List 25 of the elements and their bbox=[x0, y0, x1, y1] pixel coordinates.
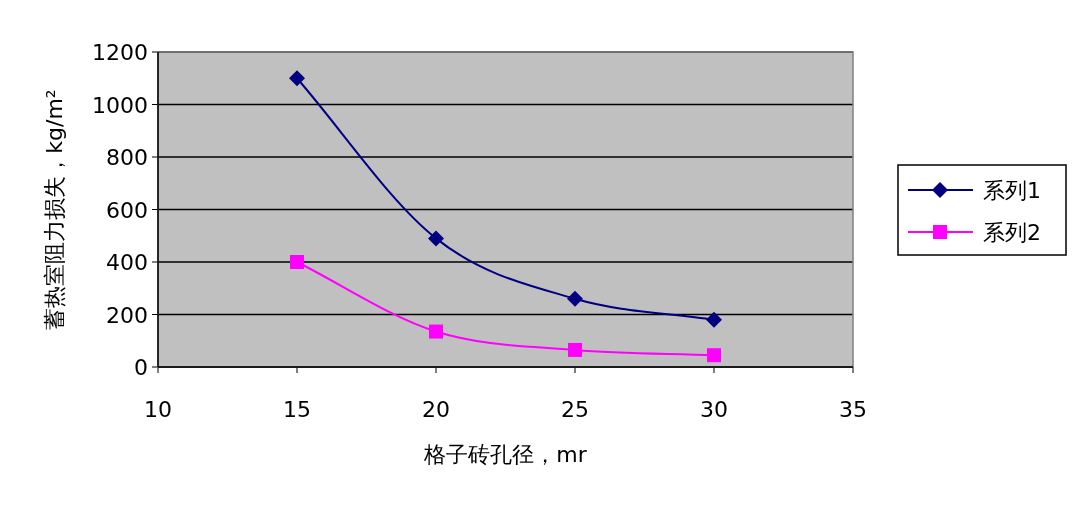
y-tick-label: 0 bbox=[134, 355, 148, 380]
point bbox=[429, 324, 443, 339]
x-tick-label: 10 bbox=[144, 397, 172, 422]
x-tick-label: 35 bbox=[839, 397, 867, 422]
y-tick-label: 800 bbox=[106, 145, 148, 170]
x-tick-label: 25 bbox=[561, 397, 589, 422]
x-tick-label: 15 bbox=[283, 397, 311, 422]
x-tick-label: 20 bbox=[422, 397, 450, 422]
x-axis-title: 格子砖孔径，mr bbox=[423, 442, 588, 467]
point bbox=[706, 311, 722, 328]
legend-label: 系列1 bbox=[983, 178, 1041, 203]
y-tick-label: 1200 bbox=[92, 40, 148, 65]
point bbox=[707, 348, 721, 363]
point bbox=[290, 255, 304, 269]
x-tick-label: 30 bbox=[700, 397, 728, 422]
point bbox=[289, 70, 305, 87]
point bbox=[568, 342, 582, 357]
y-tick-label: 200 bbox=[106, 302, 148, 328]
y-tick-label: 1000 bbox=[92, 92, 148, 118]
point bbox=[567, 290, 583, 307]
point bbox=[428, 230, 444, 247]
y-tick-label: 600 bbox=[106, 197, 148, 223]
y-tick-label: 400 bbox=[106, 250, 148, 275]
y-axis-title: 蓄热室阻力损失，kg/m² bbox=[42, 89, 67, 330]
legend-label: 系列2 bbox=[983, 220, 1041, 245]
